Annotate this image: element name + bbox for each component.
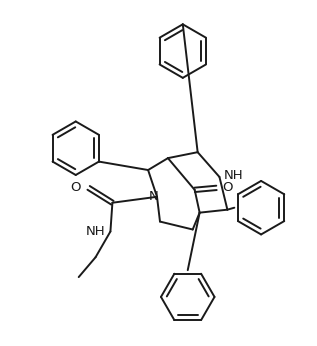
Text: NH: NH	[86, 225, 106, 238]
Text: O: O	[223, 181, 233, 194]
Text: NH: NH	[223, 170, 243, 182]
Text: O: O	[70, 181, 81, 194]
Text: N: N	[149, 190, 159, 203]
